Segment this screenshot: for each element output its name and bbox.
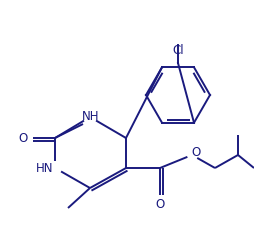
Text: Cl: Cl bbox=[172, 44, 184, 56]
Text: O: O bbox=[18, 132, 28, 144]
Text: O: O bbox=[191, 145, 201, 159]
Text: O: O bbox=[155, 199, 165, 211]
Text: HN: HN bbox=[36, 162, 53, 174]
Text: NH: NH bbox=[82, 110, 100, 123]
